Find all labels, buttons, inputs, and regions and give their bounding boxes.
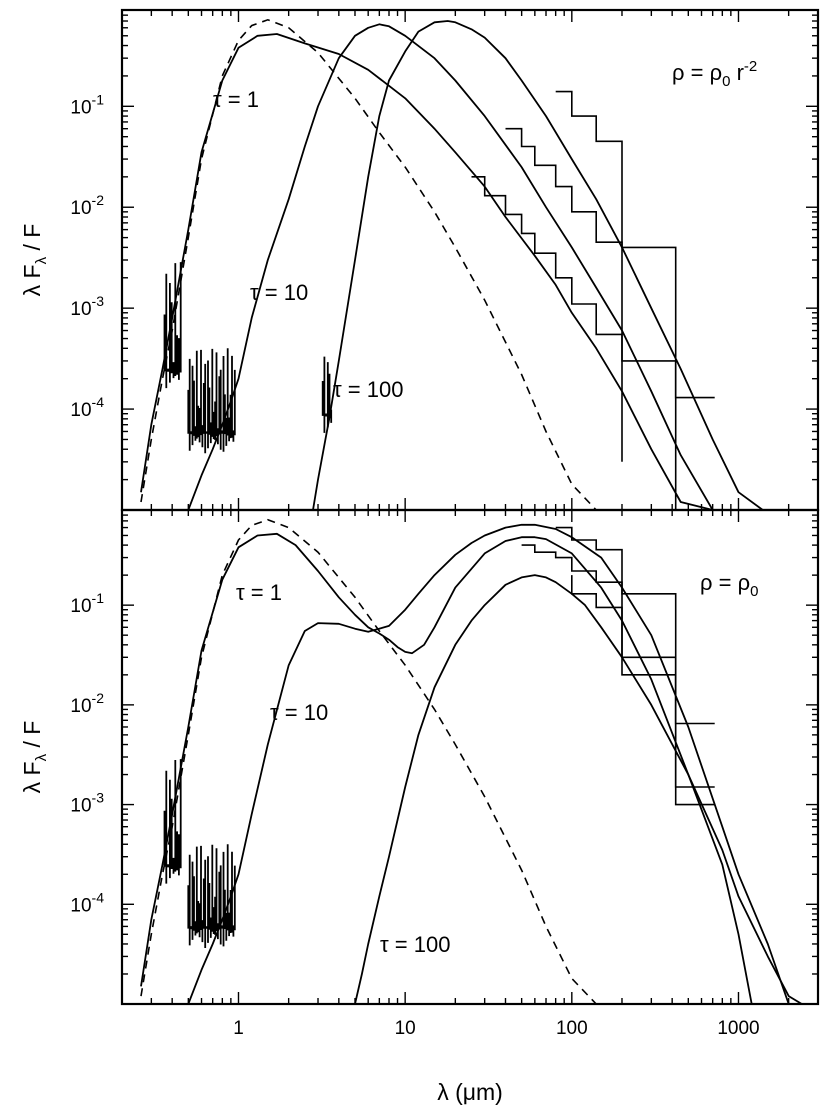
series-curve-3 <box>354 574 803 1004</box>
x-axis-label: λ (μm) <box>437 1079 503 1105</box>
series-curve-2 <box>187 23 714 510</box>
noise-tau1 <box>163 262 182 389</box>
x-tick-label: 100 <box>556 1018 588 1039</box>
density-annotation: ρ = ρ0 r-2 <box>672 58 757 90</box>
y-tick-label: 10-1 <box>70 91 104 118</box>
bottom-panel: 10-1 10-2 10-3 10-4 1 10 100 1000 λ Fλ / F τ = 1 τ… <box>19 508 820 1039</box>
histogram-step-3 <box>555 90 715 399</box>
dashed-curve <box>140 18 597 510</box>
plot-area <box>140 18 768 510</box>
series-curve-1 <box>140 33 768 510</box>
series-label-3: τ = 100 <box>380 932 450 957</box>
series-label-1: τ = 1 <box>236 580 282 605</box>
series-curve-3 <box>312 20 764 510</box>
y-tick-label: 10-3 <box>70 790 104 817</box>
histogram-step-2 <box>521 544 715 806</box>
series-label-1: τ = 1 <box>213 87 259 112</box>
series-curve-2 <box>187 523 790 1004</box>
histogram-step-1 <box>471 176 623 462</box>
y-tick-label: 10-2 <box>70 690 104 717</box>
dashed-curve <box>140 518 597 1004</box>
noise-tau10 <box>187 844 236 948</box>
y-tick-label: 10-4 <box>70 889 104 916</box>
histogram-step-1 <box>571 575 715 788</box>
series-label-2: τ = 10 <box>250 280 308 305</box>
plot-area <box>140 518 803 1004</box>
top-panel: 10-1 10-2 10-3 10-4 λ Fλ / F τ = 1 τ = 10 τ = 1… <box>19 8 820 512</box>
noise-tau1 <box>163 759 182 884</box>
series-label-2: τ = 10 <box>270 700 328 725</box>
density-annotation: ρ = ρ0 <box>700 570 758 600</box>
x-tick-label: 10 <box>395 1018 416 1039</box>
y-tick-label: 10-4 <box>70 394 104 421</box>
histogram-step-3 <box>555 526 715 725</box>
y-tick-label: 10-1 <box>70 590 104 617</box>
series-curve-1 <box>140 532 753 1004</box>
histogram-step-2 <box>505 127 677 510</box>
y-axis-label: λ Fλ / F <box>19 721 50 794</box>
y-tick-label: 10-2 <box>70 192 104 219</box>
noise-tau10 <box>187 348 236 454</box>
y-tick-label: 10-3 <box>70 293 104 320</box>
noise-tau100 <box>321 356 333 433</box>
x-tick-label: 1000 <box>717 1018 759 1039</box>
series-label-3: τ = 100 <box>333 377 403 402</box>
x-tick-label: 1 <box>233 1018 244 1039</box>
y-axis-label: λ Fλ / F <box>19 224 50 297</box>
